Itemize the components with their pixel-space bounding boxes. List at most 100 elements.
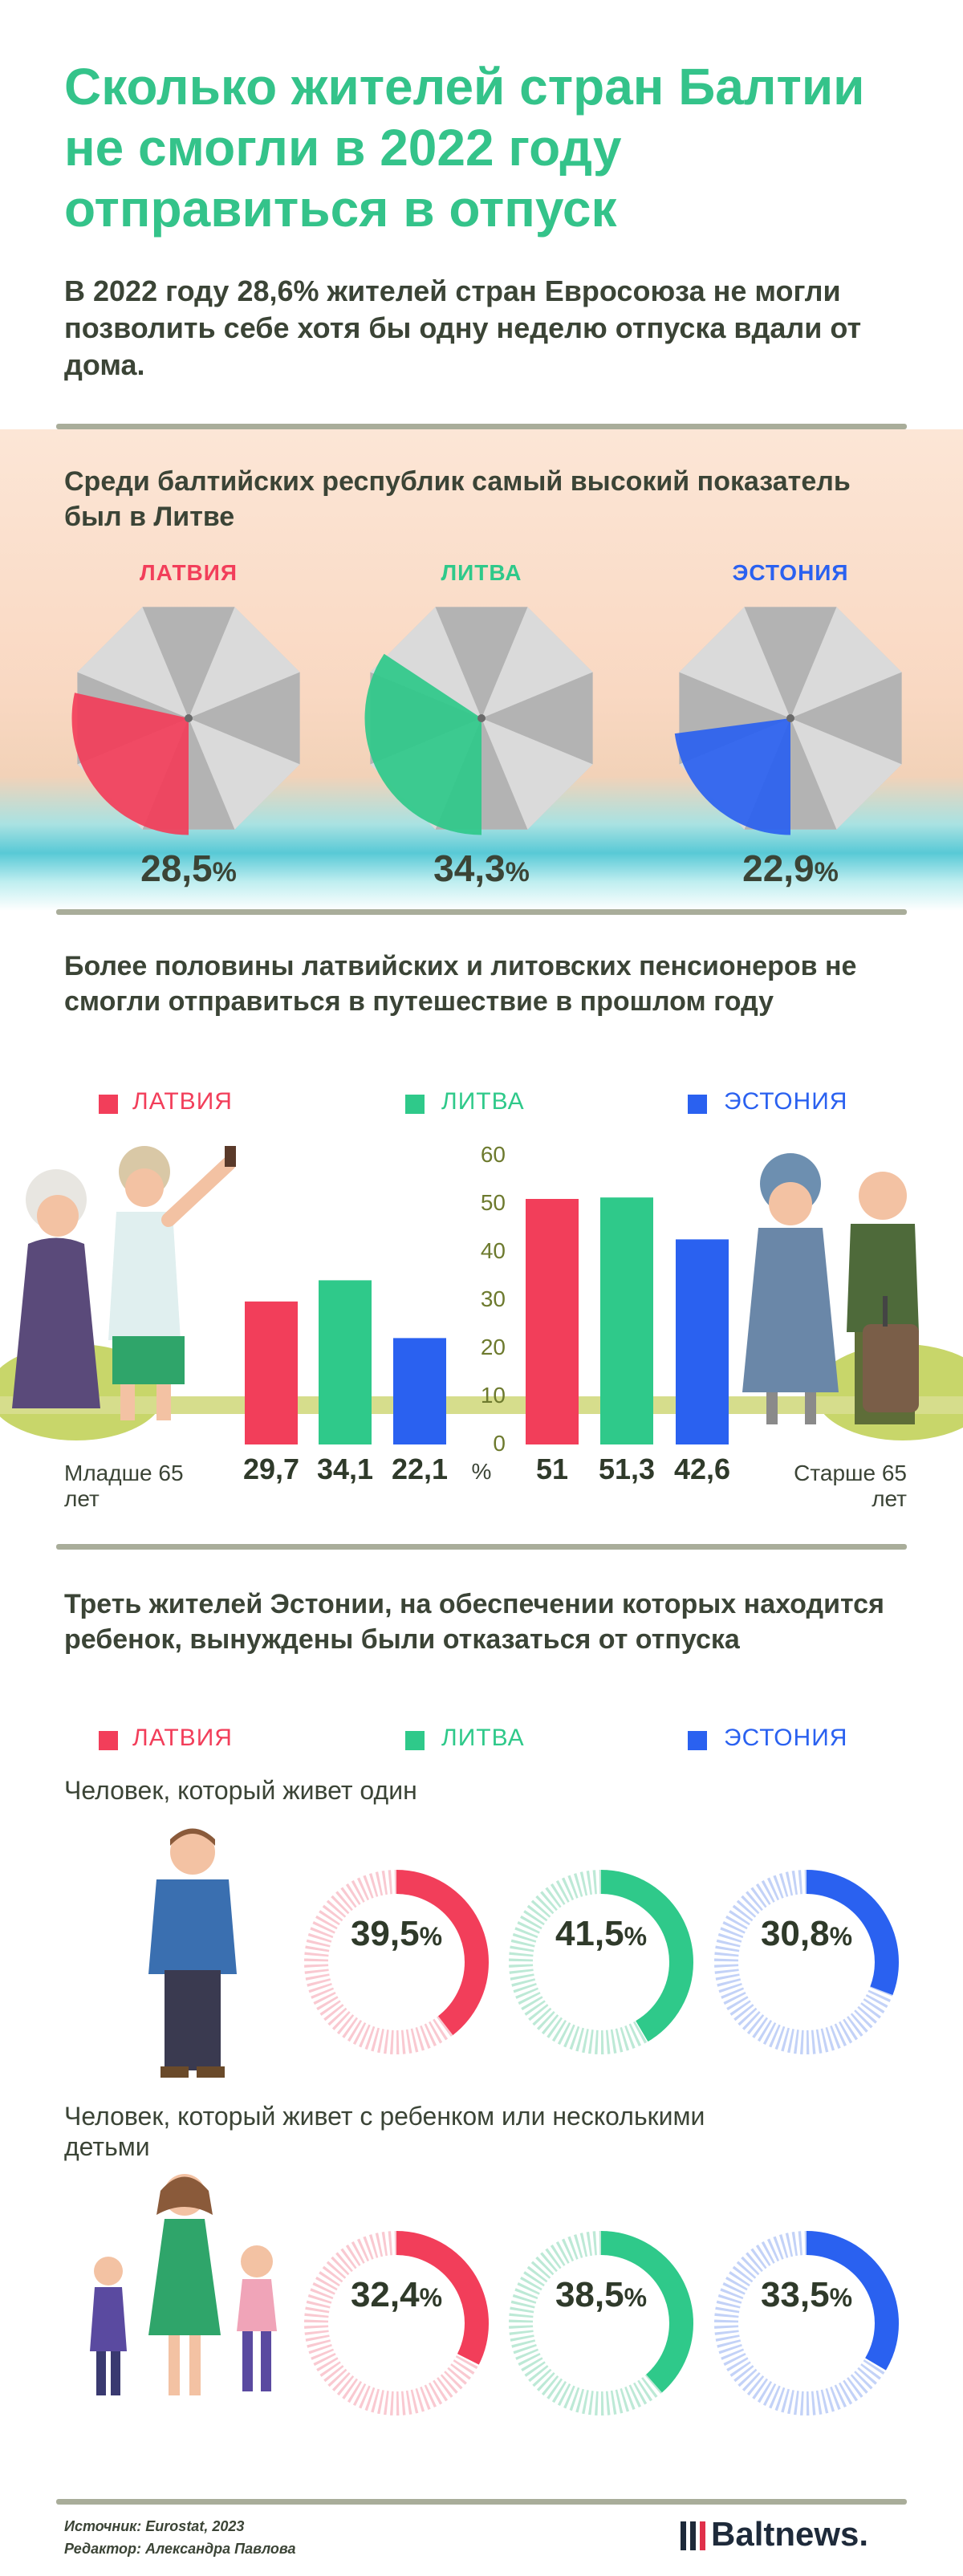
umbrella-pies — [71, 607, 902, 835]
y-tick-label: 0 — [493, 1431, 506, 1456]
pie-slice — [674, 718, 790, 835]
umbrella-center — [185, 714, 193, 722]
umbrella-panel — [482, 607, 593, 718]
y-axis-unit: % — [471, 1459, 492, 1484]
umbrella-panel — [790, 672, 902, 765]
donut-row-2 — [304, 2231, 899, 2416]
legend-label-latvia: ЛАТВИЯ — [132, 1725, 233, 1751]
umbrella-panel — [142, 607, 235, 718]
umbrella-lithuania — [364, 607, 593, 835]
legend-swatch-latvia — [99, 1095, 118, 1114]
donut-arc — [304, 1870, 489, 2054]
legend-swatch-latvia — [99, 1731, 118, 1750]
country-label-latvia: ЛАТВИЯ — [139, 560, 238, 585]
bar-value-label: 51 — [535, 1453, 569, 1485]
bar — [676, 1239, 729, 1444]
umbrella-center — [786, 714, 794, 722]
umbrella-panel — [189, 672, 300, 765]
donut-arc — [304, 2231, 489, 2416]
right-category-label: Старше 65 лет — [794, 1461, 907, 1511]
section1-heading: Среди балтийских республик самый высокий… — [64, 466, 851, 532]
bar — [245, 1301, 298, 1444]
bar — [393, 1338, 446, 1444]
pensioners-illustration — [0, 1146, 963, 1440]
row1-label: Человек, который живет один — [64, 1776, 417, 1805]
umbrella-panel — [189, 607, 300, 718]
divider — [56, 424, 907, 429]
pct-lithuania: 34,3% — [433, 847, 530, 889]
legend-label-latvia: ЛАТВИЯ — [132, 1088, 233, 1115]
editor-note: Редактор: Александра Павлова — [64, 2541, 296, 2557]
logo-text: Baltnews. — [711, 2515, 869, 2553]
donut-arc — [509, 2231, 693, 2416]
man-left-figure — [108, 1146, 236, 1420]
umbrella-panel — [435, 607, 528, 718]
donut-value-estonia: 33,5% — [760, 2275, 853, 2314]
pie-slice — [71, 693, 189, 835]
y-tick-label: 60 — [480, 1142, 506, 1167]
page-title: Сколько жителей стран Балтии не смогли в… — [64, 58, 865, 238]
bar — [319, 1280, 372, 1444]
y-tick-label: 30 — [480, 1286, 506, 1311]
man-right-figure — [847, 1172, 919, 1424]
umbrella-panel — [790, 607, 902, 718]
donut-estonia — [714, 2231, 899, 2416]
donut-lithuania — [509, 1870, 693, 2054]
umbrella-latvia — [71, 607, 300, 835]
baltnews-logo-icon — [681, 2521, 721, 2550]
legend-swatch-estonia — [688, 1095, 707, 1114]
donut-latvia — [304, 1870, 489, 2054]
donut-latvia — [304, 2231, 489, 2416]
donut-lithuania — [509, 2231, 693, 2416]
umbrella-panel — [189, 718, 300, 830]
legend-label-lithuania: ЛИТВА — [441, 1725, 525, 1751]
country-label-estonia: ЭСТОНИЯ — [732, 560, 849, 585]
donut-arc — [714, 1870, 899, 2054]
bar-value-label: 42,6 — [673, 1453, 731, 1485]
umbrella-panel — [679, 607, 790, 718]
bar-chart — [245, 1197, 729, 1444]
pie-slice — [364, 653, 482, 835]
single-man-illustration — [148, 1828, 237, 2078]
bar — [600, 1197, 653, 1444]
umbrella-estonia — [674, 607, 902, 835]
umbrella-panel — [790, 718, 902, 830]
donut-value-latvia: 39,5% — [350, 1914, 443, 1953]
legend-label-estonia: ЭСТОНИЯ — [724, 1088, 848, 1115]
y-tick-label: 50 — [480, 1190, 506, 1215]
suitcase-icon — [863, 1324, 919, 1412]
legend-label-estonia: ЭСТОНИЯ — [724, 1725, 848, 1751]
umbrella-panel — [77, 607, 189, 718]
donut-arc — [509, 1870, 693, 2054]
bar-value-label: 51,3 — [598, 1453, 656, 1485]
country-label-lithuania: ЛИТВА — [441, 560, 522, 585]
pct-estonia: 22,9% — [742, 847, 839, 889]
donut-arc — [714, 2231, 899, 2416]
umbrella-panel — [482, 672, 593, 765]
donut-estonia — [714, 1870, 899, 2054]
divider — [56, 2499, 907, 2505]
y-tick-label: 10 — [480, 1383, 506, 1408]
woman-left-figure — [12, 1169, 100, 1408]
legend-swatch-lithuania — [405, 1095, 425, 1114]
umbrella-panel — [370, 607, 482, 718]
legend-swatch-lithuania — [405, 1731, 425, 1750]
source-note: Источник: Eurostat, 2023 — [64, 2518, 245, 2534]
bar-value-label: 34,1 — [316, 1453, 374, 1485]
donut-value-latvia: 32,4% — [350, 2275, 443, 2314]
bar — [526, 1199, 579, 1444]
legend-label-lithuania: ЛИТВА — [441, 1088, 525, 1115]
legend-swatch-estonia — [688, 1731, 707, 1750]
left-category-label: Младше 65 лет — [64, 1461, 184, 1511]
y-tick-label: 20 — [480, 1335, 506, 1359]
umbrella-panel — [482, 718, 593, 830]
bar-value-label: 29,7 — [242, 1453, 300, 1485]
bar-group — [245, 1197, 729, 1444]
section3-heading: Треть жителей Эстонии, на обеспечении ко… — [64, 1589, 884, 1655]
donut-value-estonia: 30,8% — [760, 1914, 853, 1953]
umbrella-panel — [744, 607, 837, 718]
bar-value-label: 22,1 — [391, 1453, 449, 1485]
umbrella-center — [477, 714, 486, 722]
pct-latvia: 28,5% — [140, 847, 237, 889]
family-illustration — [90, 2174, 277, 2395]
